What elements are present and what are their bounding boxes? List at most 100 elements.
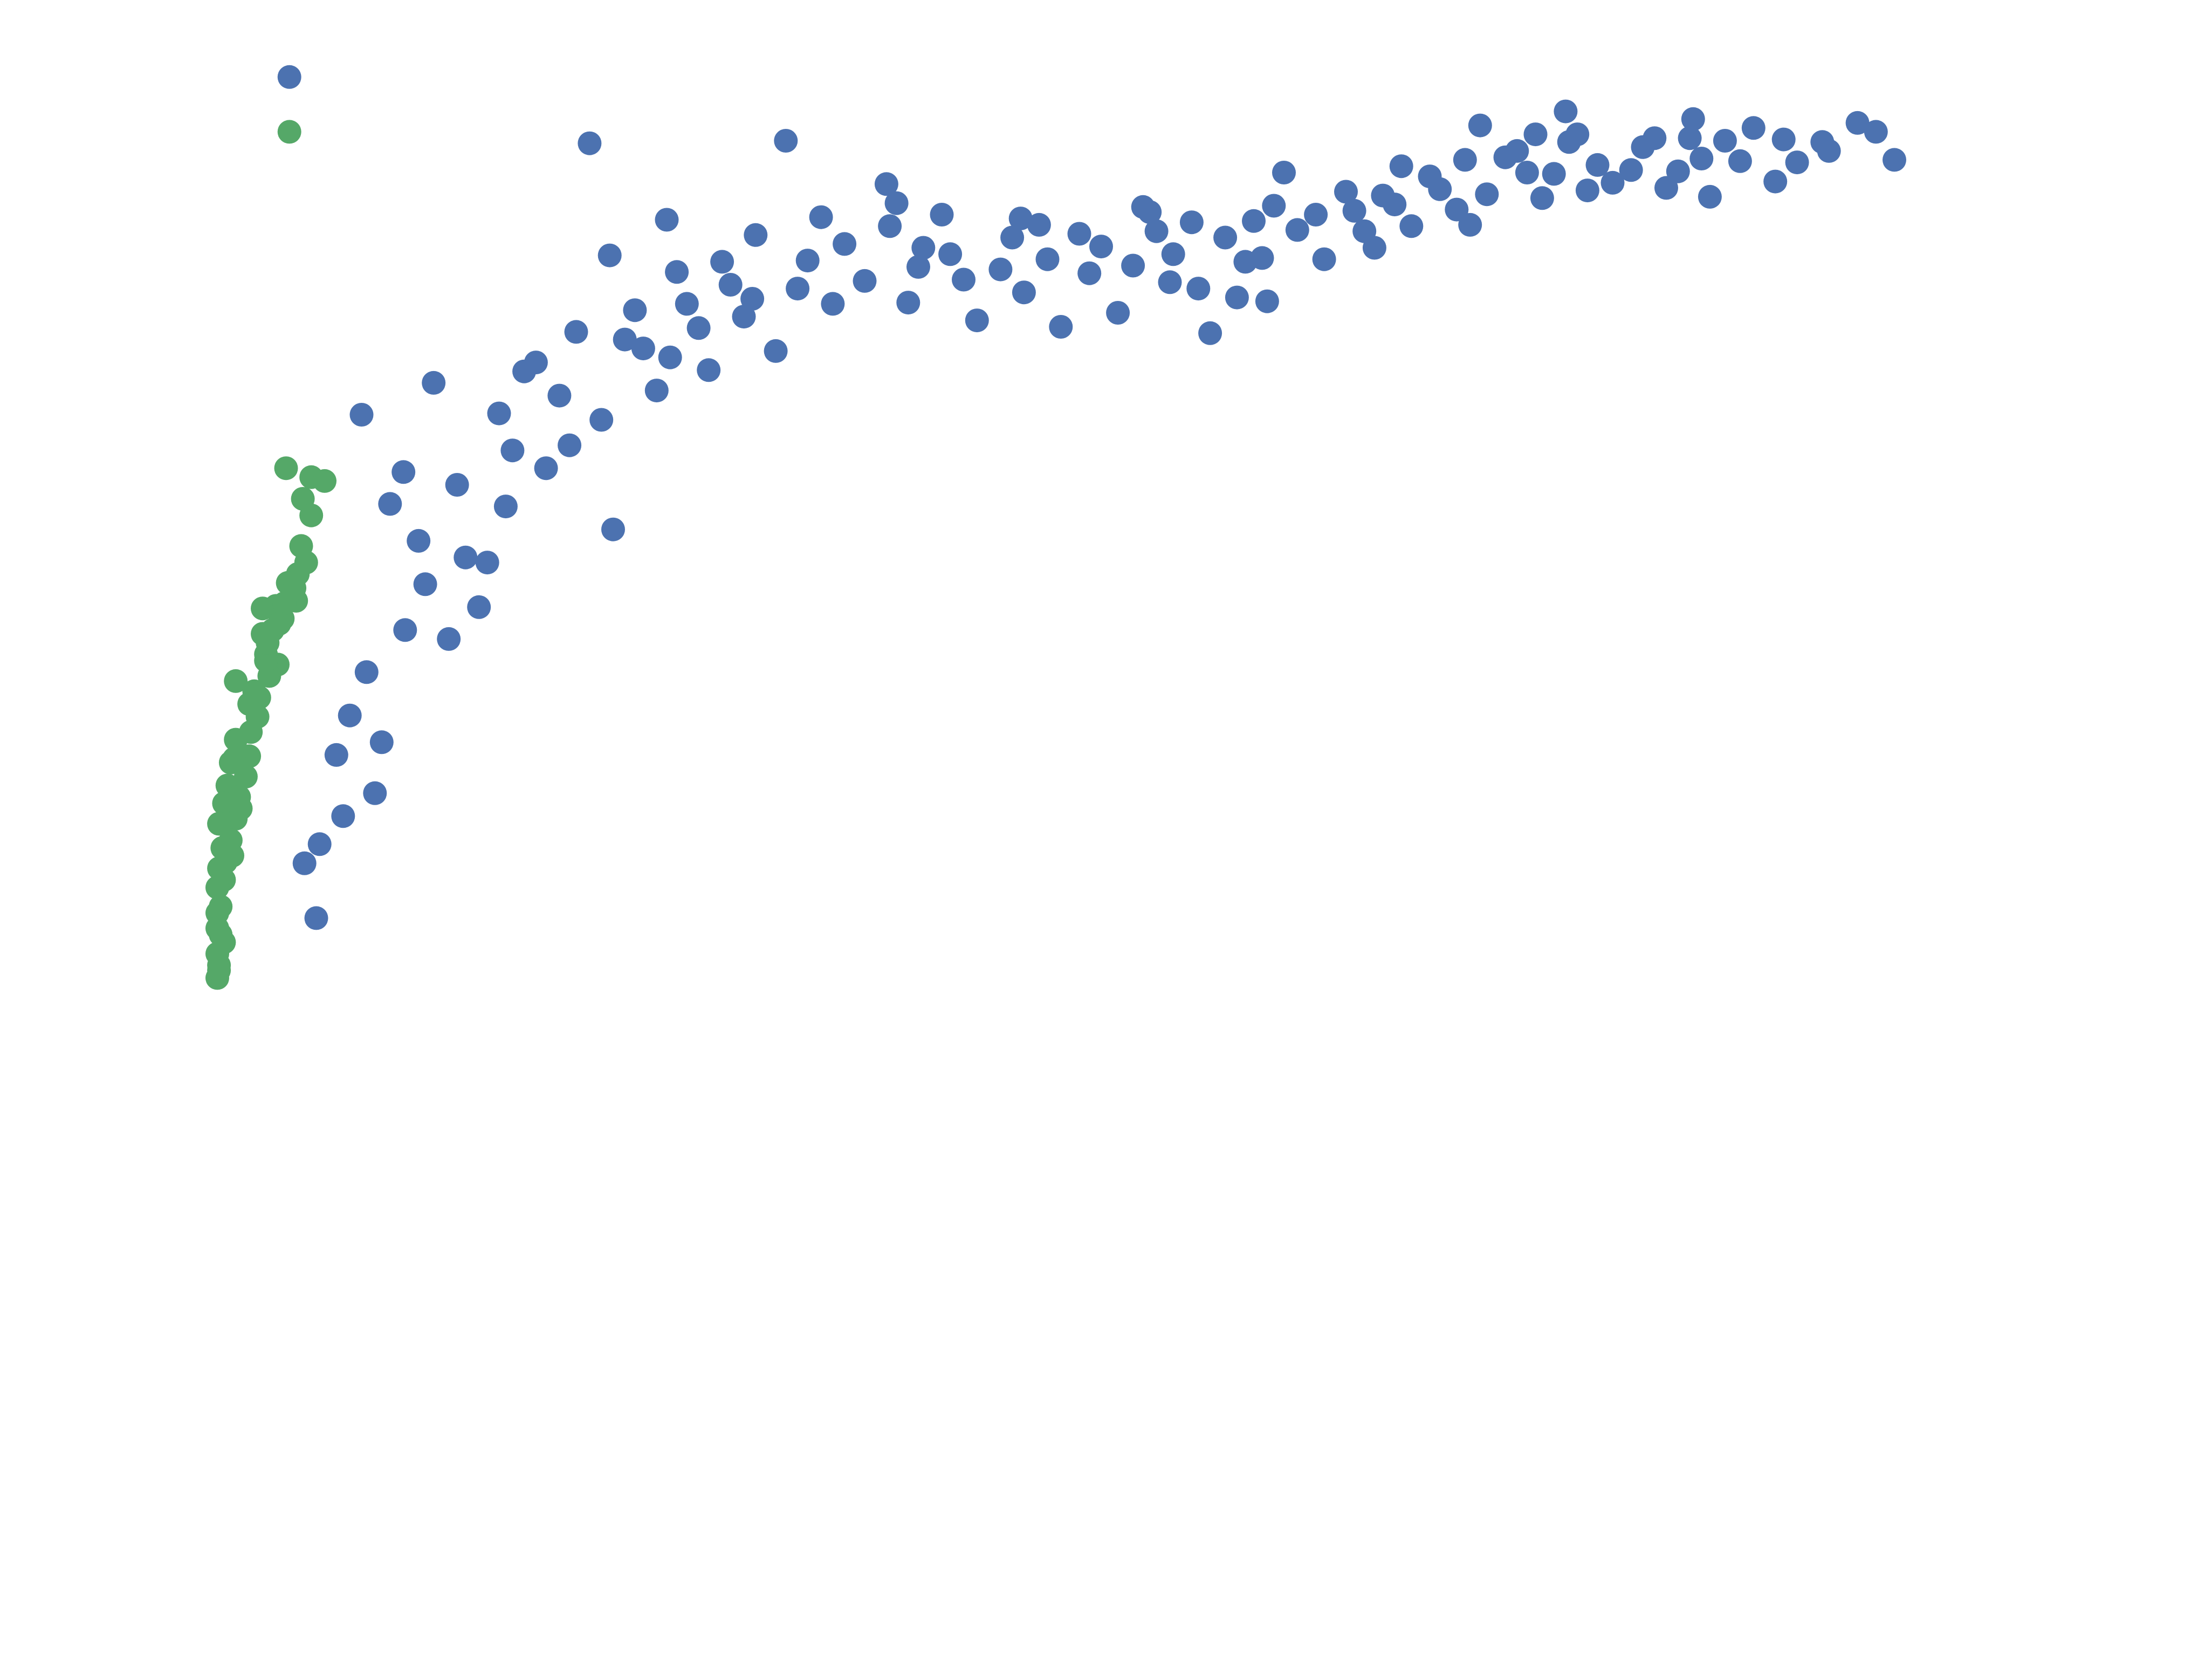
data-point	[1445, 197, 1469, 222]
data-point	[1255, 289, 1279, 313]
data-point	[1698, 184, 1722, 209]
data-point	[1285, 218, 1309, 242]
data-point	[1272, 161, 1296, 184]
data-point	[1542, 162, 1566, 186]
data-point	[1741, 116, 1766, 140]
data-point	[1213, 225, 1238, 250]
data-point	[623, 298, 647, 322]
data-point	[233, 765, 258, 789]
data-point	[1027, 212, 1051, 237]
data-point	[675, 292, 699, 316]
data-point	[1262, 194, 1286, 218]
data-point	[597, 243, 622, 267]
data-point	[732, 305, 756, 329]
data-point	[658, 345, 682, 369]
data-point	[896, 291, 920, 315]
data-point	[1468, 113, 1492, 138]
data-point	[304, 906, 328, 930]
data-point	[601, 517, 625, 541]
data-point	[1399, 214, 1424, 238]
data-point	[686, 316, 711, 340]
data-point	[1505, 139, 1529, 163]
data-point	[214, 850, 238, 874]
data-point	[1158, 270, 1182, 294]
data-point	[744, 223, 768, 247]
data-point	[313, 469, 336, 493]
data-point	[1067, 222, 1091, 246]
data-point	[833, 232, 857, 256]
data-point	[292, 851, 317, 875]
data-point	[930, 203, 954, 227]
data-point	[911, 236, 936, 260]
data-point	[354, 660, 379, 684]
data-point	[1012, 280, 1036, 305]
data-point	[1312, 247, 1336, 271]
data-point	[1565, 122, 1590, 147]
data-point	[1681, 107, 1705, 131]
data-point	[407, 529, 431, 553]
data-point	[369, 730, 394, 754]
data-point	[1763, 169, 1788, 194]
data-point	[578, 131, 602, 155]
data-point	[1845, 111, 1870, 135]
data-point	[655, 208, 679, 232]
data-point	[224, 669, 248, 693]
data-point	[331, 804, 355, 828]
data-point	[938, 242, 963, 266]
data-point	[665, 260, 689, 284]
data-point	[1785, 150, 1809, 175]
data-point	[1077, 261, 1102, 285]
data-point	[1530, 186, 1554, 210]
data-point	[988, 257, 1013, 282]
data-point	[589, 408, 614, 432]
data-point	[1453, 148, 1477, 172]
data-point	[764, 339, 788, 363]
data-point	[1371, 183, 1395, 208]
data-point	[1352, 219, 1377, 243]
data-point	[445, 473, 469, 497]
data-point	[884, 191, 909, 215]
data-point	[558, 433, 582, 457]
data-point	[1771, 127, 1796, 152]
data-point	[487, 401, 511, 425]
data-point	[1089, 235, 1113, 259]
data-point	[1810, 130, 1835, 154]
data-point	[644, 379, 669, 403]
data-point	[209, 923, 233, 947]
data-point	[205, 875, 229, 900]
data-point	[1225, 285, 1249, 310]
data-point	[393, 618, 417, 642]
data-point	[710, 250, 734, 274]
data-point	[224, 728, 248, 752]
data-point	[283, 576, 307, 600]
data-point	[1600, 170, 1625, 195]
data-point	[1666, 159, 1690, 183]
data-point	[454, 545, 478, 569]
data-point	[1334, 180, 1358, 204]
data-point	[475, 551, 499, 575]
data-point	[307, 832, 332, 856]
data-point	[1304, 203, 1328, 227]
data-point	[437, 627, 461, 651]
scatter-series-layer	[205, 65, 1906, 990]
data-point	[1389, 154, 1413, 179]
data-point	[207, 958, 231, 983]
data-point	[718, 273, 743, 297]
data-point	[774, 129, 798, 153]
data-point	[1161, 242, 1185, 266]
data-point	[1242, 209, 1266, 233]
data-point	[1631, 135, 1655, 159]
data-point	[809, 205, 833, 229]
data-point	[413, 572, 437, 596]
data-point	[1233, 250, 1258, 274]
data-point	[1585, 153, 1610, 177]
data-point	[1186, 277, 1211, 301]
data-point	[1458, 212, 1482, 237]
data-point	[422, 370, 446, 395]
data-point	[1689, 147, 1714, 170]
data-point	[965, 308, 989, 333]
data-point	[222, 747, 246, 771]
data-point	[1000, 225, 1025, 250]
data-point	[207, 812, 231, 836]
